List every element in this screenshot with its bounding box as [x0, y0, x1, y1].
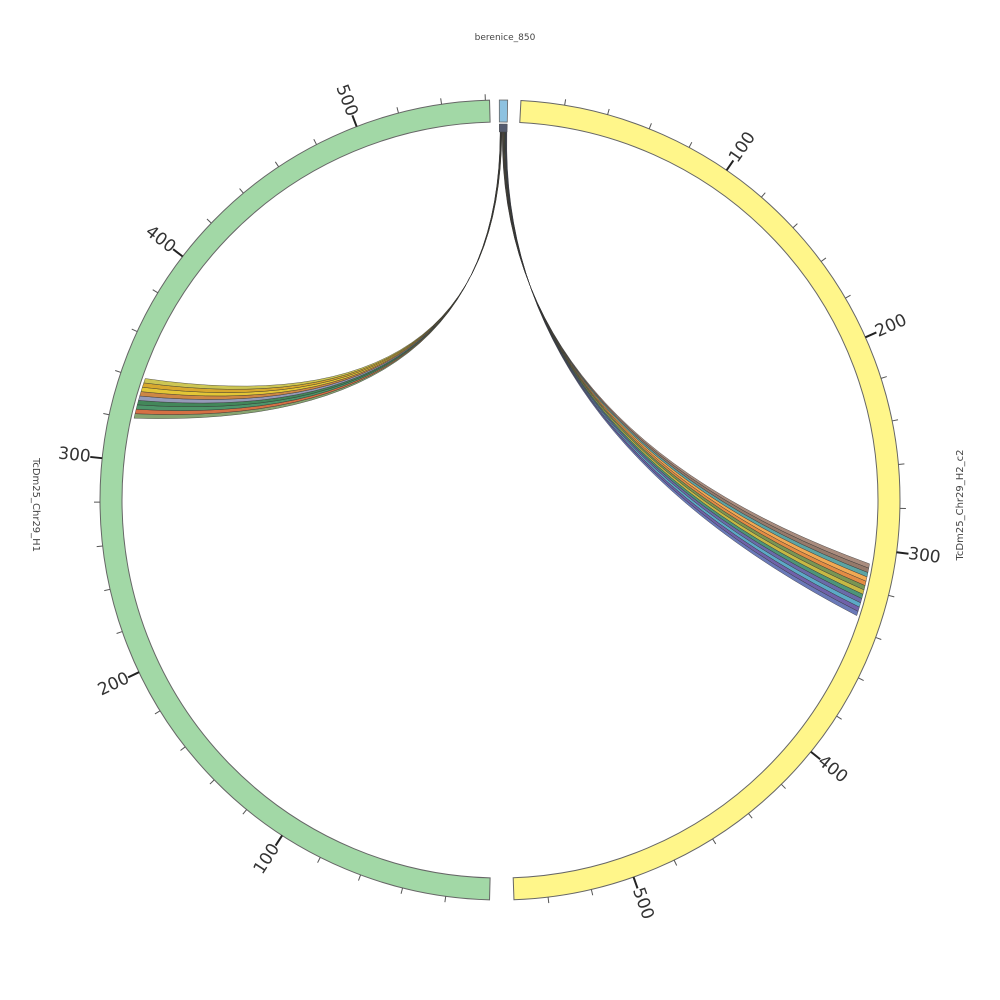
minor-tick: [836, 715, 842, 720]
minor-tick: [898, 463, 905, 465]
major-tick: [274, 834, 283, 847]
ribbon: [504, 131, 864, 599]
segment-label: TcDm25_Chr29_H2_c2: [955, 450, 966, 562]
minor-tick: [104, 588, 111, 592]
minor-tick: [547, 897, 550, 904]
minor-tick: [760, 192, 766, 198]
segments: 100 200 300 400 500 100 200 300 400 500: [57, 82, 942, 922]
minor-tick: [892, 419, 899, 422]
minor-tick: [152, 289, 159, 294]
minor-tick: [792, 223, 798, 229]
ribbon: [504, 131, 865, 595]
major-tick: [127, 671, 140, 679]
minor-tick: [131, 328, 138, 333]
small-segment-inner: [499, 123, 508, 133]
minor-tick: [116, 631, 123, 634]
minor-tick: [648, 123, 652, 130]
ribbon: [502, 131, 869, 578]
tick-label: 300: [57, 444, 91, 467]
tick-label: 200: [95, 668, 133, 700]
minor-tick: [206, 218, 212, 224]
tick-label: 100: [725, 128, 760, 166]
minor-tick: [317, 857, 321, 863]
ribbon: [505, 131, 861, 608]
minor-tick: [781, 783, 786, 789]
ribbon: [502, 131, 869, 573]
minor-tick: [358, 874, 362, 881]
segment: [512, 100, 901, 901]
minor-tick: [820, 257, 827, 262]
minor-tick: [400, 887, 404, 894]
segment: [99, 99, 491, 901]
tick-label: 300: [907, 544, 942, 568]
minor-tick: [880, 376, 887, 379]
ribbon: [503, 131, 867, 586]
minor-tick: [748, 813, 753, 819]
tick-label: 400: [141, 222, 179, 258]
minor-tick: [888, 594, 895, 598]
minor-tick: [180, 746, 186, 751]
minor-tick: [673, 859, 678, 866]
minor-tick: [96, 545, 103, 548]
ribbon: [503, 131, 868, 582]
minor-tick: [564, 99, 567, 106]
ribbon: [505, 131, 863, 604]
minor-tick: [313, 138, 317, 145]
segment-label: TcDm25_Chr29_H1: [30, 457, 41, 552]
major-tick: [865, 331, 877, 339]
tick-label: 500: [331, 82, 361, 119]
ribbons: [133, 131, 870, 616]
ribbon: [506, 131, 859, 616]
major-tick: [725, 159, 735, 171]
minor-tick: [154, 710, 161, 715]
tick-label: 100: [250, 840, 284, 878]
major-tick: [896, 551, 909, 555]
minor-tick: [607, 108, 610, 115]
minor-tick: [103, 413, 110, 416]
minor-tick: [688, 141, 693, 148]
major-tick: [810, 750, 821, 761]
small-segment: [498, 99, 509, 123]
tick-label: 200: [872, 310, 910, 341]
minor-tick: [712, 838, 717, 845]
major-tick: [90, 455, 103, 460]
major-tick: [351, 115, 358, 127]
tick-label: 400: [814, 751, 852, 787]
minor-tick: [858, 677, 864, 681]
tick-label: 500: [628, 885, 658, 922]
minor-tick: [845, 294, 851, 299]
minor-tick: [875, 636, 882, 640]
title: berenice_850: [475, 33, 536, 43]
minor-tick: [396, 107, 399, 114]
minor-tick: [242, 809, 248, 815]
major-tick: [632, 876, 639, 889]
ribbon: [143, 131, 503, 390]
minor-tick: [440, 98, 443, 105]
minor-tick: [209, 779, 215, 785]
minor-tick: [115, 370, 122, 373]
minor-tick: [590, 889, 594, 896]
minor-tick: [444, 896, 447, 903]
ribbon: [503, 131, 866, 591]
minor-tick: [239, 188, 244, 194]
minor-tick: [274, 161, 280, 168]
major-tick: [172, 248, 184, 258]
